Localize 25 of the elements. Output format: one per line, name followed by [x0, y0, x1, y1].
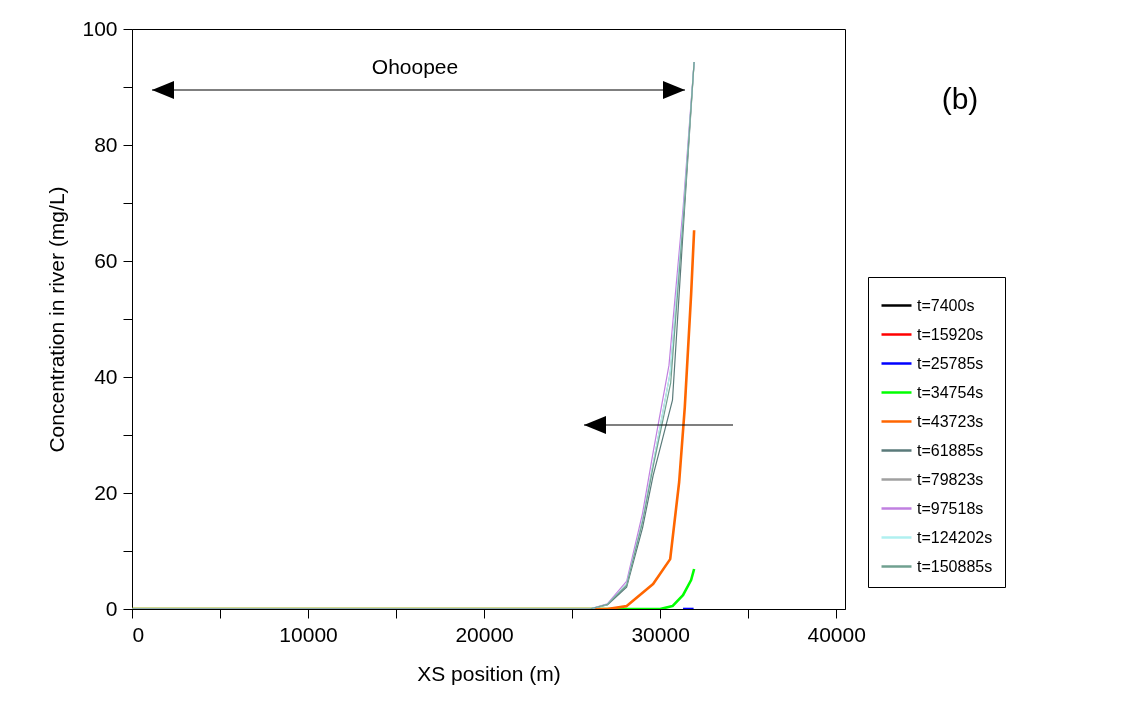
x-axis-title: XS position (m)	[417, 661, 561, 685]
y-tick-label: 0	[105, 596, 118, 620]
legend-label: t=124202s	[917, 528, 993, 546]
legend-label: t=25785s	[917, 354, 984, 372]
legend-label: t=43723s	[917, 412, 984, 430]
legend-label: t=7400s	[917, 296, 975, 314]
text: (b)	[941, 82, 979, 115]
x-tick-label: 0	[132, 622, 145, 646]
x-tick-label: 10000	[279, 622, 338, 646]
annotation: Ohoopee	[371, 55, 459, 78]
legend-label: t=79823s	[917, 470, 984, 488]
legend-label: t=15920s	[917, 325, 984, 343]
legend-label: t=150885s	[917, 557, 993, 575]
y-tick-label: 20	[94, 480, 118, 504]
y-tick-label: 80	[94, 132, 118, 156]
legend-label: t=34754s	[917, 383, 984, 401]
y-tick-label: 40	[94, 364, 118, 388]
y-tick-label: 60	[94, 248, 118, 272]
y-tick-label: 100	[82, 16, 118, 40]
legend-label: t=61885s	[917, 441, 984, 459]
legend-label: t=97518s	[917, 499, 984, 517]
x-tick-label: 30000	[631, 622, 690, 646]
x-tick-label: 20000	[455, 622, 514, 646]
y-axis-title: Concentration in river (mg/L)	[45, 186, 69, 453]
x-tick-label: 40000	[807, 622, 866, 646]
